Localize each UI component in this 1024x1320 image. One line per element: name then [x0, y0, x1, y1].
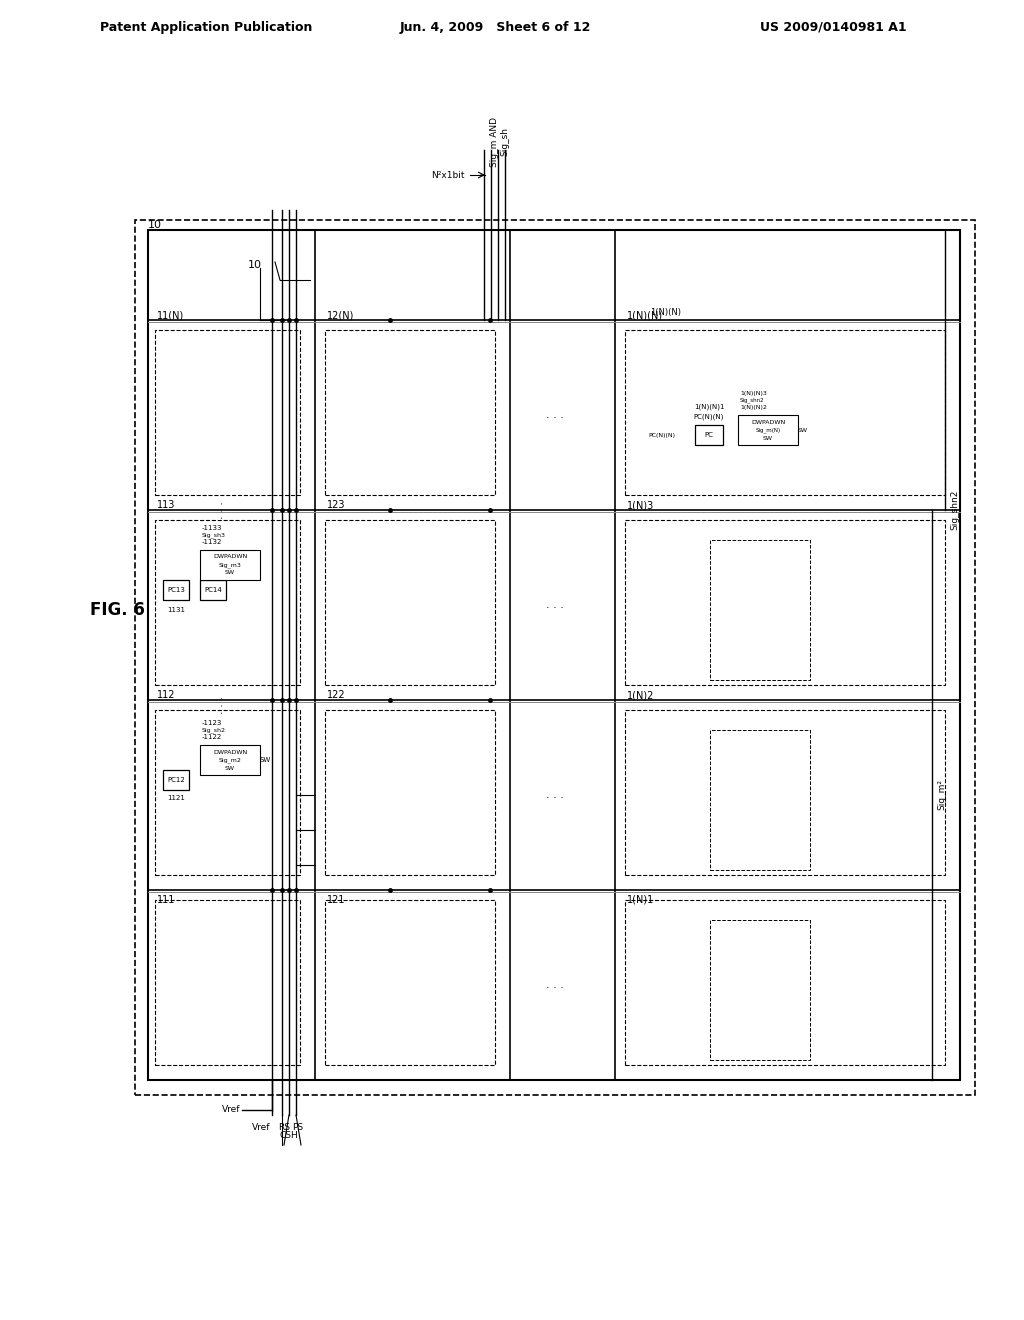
- Bar: [738, 414, 798, 445]
- Text: 1(N)3: 1(N)3: [627, 500, 654, 510]
- Bar: [625, 330, 945, 495]
- Text: SW: SW: [225, 570, 234, 576]
- Text: . . .: . . .: [215, 502, 225, 519]
- Bar: [325, 710, 495, 875]
- Text: -1123: -1123: [202, 719, 222, 726]
- Text: 1(N)(N): 1(N)(N): [650, 308, 681, 317]
- Text: 121: 121: [327, 895, 345, 906]
- Text: PC: PC: [705, 432, 714, 438]
- Text: . . .: . . .: [215, 696, 225, 714]
- Text: 1(N)(N)3: 1(N)(N)3: [740, 391, 767, 396]
- Text: 1(N)(N)2: 1(N)(N)2: [740, 404, 767, 409]
- Text: 10: 10: [248, 260, 262, 271]
- Text: 1(N)(N): 1(N)(N): [627, 310, 664, 319]
- Bar: [325, 520, 495, 685]
- Text: Sig_m²: Sig_m²: [937, 780, 946, 810]
- Text: -1132: -1132: [202, 539, 222, 545]
- Text: 1121: 1121: [167, 795, 185, 801]
- Bar: [155, 900, 300, 1065]
- Text: PC12: PC12: [167, 777, 185, 783]
- Text: DWPADWN: DWPADWN: [213, 554, 247, 560]
- Bar: [625, 520, 945, 685]
- Text: -1122: -1122: [202, 734, 222, 741]
- Text: 1(N)1: 1(N)1: [627, 895, 654, 906]
- Text: Sig_shn2: Sig_shn2: [740, 397, 765, 403]
- Text: 12(N): 12(N): [327, 310, 354, 319]
- Text: FIG. 6: FIG. 6: [90, 601, 144, 619]
- Bar: [163, 770, 189, 789]
- Text: PC(N)(N): PC(N)(N): [648, 433, 675, 437]
- Bar: [155, 330, 300, 495]
- Text: Jun. 4, 2009   Sheet 6 of 12: Jun. 4, 2009 Sheet 6 of 12: [400, 21, 592, 33]
- Bar: [148, 230, 961, 1080]
- Text: Sig_shn2: Sig_shn2: [950, 490, 959, 531]
- Text: . . .: . . .: [546, 979, 564, 990]
- Text: DWPADWN: DWPADWN: [751, 420, 785, 425]
- Text: 1(N)2: 1(N)2: [627, 690, 654, 700]
- Bar: [155, 520, 300, 685]
- Bar: [710, 730, 810, 870]
- Bar: [155, 710, 300, 875]
- Text: Vref: Vref: [221, 1106, 240, 1114]
- Text: PC13: PC13: [167, 587, 185, 593]
- Text: PS: PS: [293, 1123, 303, 1133]
- Text: 1(N)(N)1: 1(N)(N)1: [693, 404, 724, 411]
- Text: Sig_sh2: Sig_sh2: [202, 727, 226, 733]
- Text: PC14: PC14: [204, 587, 222, 593]
- Bar: [200, 550, 260, 579]
- Text: 11(N): 11(N): [157, 310, 184, 319]
- Text: 111: 111: [157, 895, 175, 906]
- Bar: [325, 330, 495, 495]
- Text: Patent Application Publication: Patent Application Publication: [100, 21, 312, 33]
- Text: Vref: Vref: [252, 1123, 270, 1133]
- Text: Sig_sh: Sig_sh: [500, 128, 509, 157]
- Text: 123: 123: [327, 500, 345, 510]
- Text: 113: 113: [157, 500, 175, 510]
- Text: Sig_m2: Sig_m2: [218, 758, 242, 763]
- Bar: [625, 900, 945, 1065]
- Text: N²x1bit: N²x1bit: [431, 170, 465, 180]
- Text: . . .: . . .: [546, 411, 564, 420]
- Text: 1131: 1131: [167, 607, 185, 612]
- Bar: [710, 540, 810, 680]
- Bar: [695, 425, 723, 445]
- Text: SW: SW: [763, 436, 773, 441]
- Bar: [163, 579, 189, 601]
- Text: PC(N)(N): PC(N)(N): [694, 413, 724, 420]
- Text: US 2009/0140981 A1: US 2009/0140981 A1: [760, 21, 906, 33]
- Text: Sig_m3: Sig_m3: [218, 562, 242, 568]
- Text: 10: 10: [148, 220, 162, 230]
- Text: RS: RS: [278, 1123, 290, 1133]
- Bar: [200, 579, 226, 601]
- Text: -1133: -1133: [202, 525, 222, 531]
- Text: DWPADWN: DWPADWN: [213, 750, 247, 755]
- Bar: [625, 710, 945, 875]
- Text: 112: 112: [157, 690, 175, 700]
- Text: Sig_m(N): Sig_m(N): [756, 428, 780, 433]
- Bar: [325, 900, 495, 1065]
- Text: SW: SW: [798, 428, 808, 433]
- Text: . . .: . . .: [546, 789, 564, 800]
- Bar: [710, 920, 810, 1060]
- Text: Sig_m AND: Sig_m AND: [490, 117, 499, 168]
- Text: 122: 122: [327, 690, 346, 700]
- Bar: [200, 744, 260, 775]
- Text: Sig_sh3: Sig_sh3: [202, 532, 226, 537]
- Text: SW: SW: [225, 766, 234, 771]
- Text: SW: SW: [260, 756, 271, 763]
- Bar: [135, 220, 975, 1096]
- Text: CSH: CSH: [280, 1130, 298, 1139]
- Text: . . .: . . .: [546, 601, 564, 610]
